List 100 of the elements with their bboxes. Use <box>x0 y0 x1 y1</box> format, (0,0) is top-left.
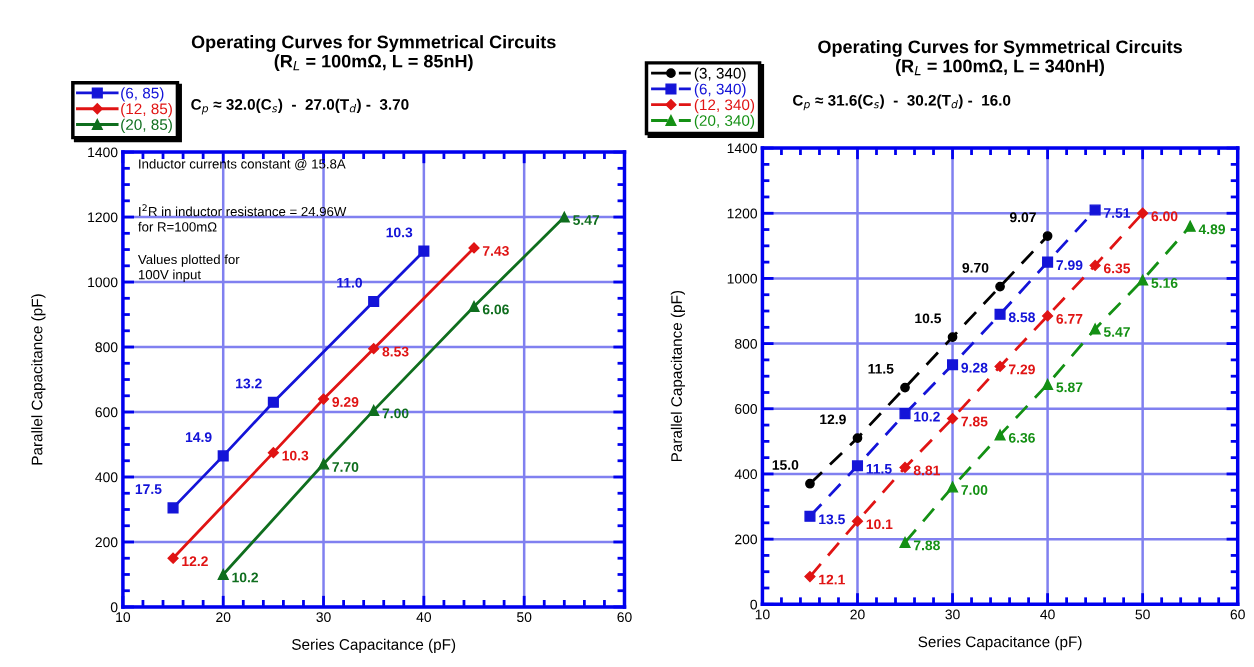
point <box>946 412 959 425</box>
chart-title: Operating Curves for Symmetrical Circuits <box>191 35 556 52</box>
point <box>1184 220 1196 232</box>
x-tick-label: 10 <box>755 609 770 620</box>
annotation: 12.9 <box>820 414 846 425</box>
point <box>1042 378 1054 390</box>
point <box>899 461 911 474</box>
point <box>946 359 959 371</box>
annotation: 11.0 <box>337 277 363 288</box>
y-tick-label: 1000 <box>88 277 118 288</box>
y-tick-label: 0 <box>110 602 118 613</box>
annotation: 7.00 <box>961 485 988 495</box>
y-axis-title: Parallel Capacitance (pF) <box>31 294 46 465</box>
x-tick-label: 60 <box>617 612 632 623</box>
annotation: 12.1 <box>819 574 845 585</box>
annotation: 14.9 <box>185 432 212 443</box>
point <box>468 300 480 312</box>
y-tick-label: 1000 <box>727 273 758 284</box>
point <box>558 211 570 223</box>
x-tick-label: 50 <box>1135 609 1150 620</box>
annotation: 7.43 <box>482 245 509 256</box>
y-tick-label: 400 <box>734 469 758 480</box>
point <box>1089 204 1101 216</box>
legend-label: (12, 340) <box>694 99 755 114</box>
y-tick-label: 800 <box>95 342 118 353</box>
x-tick-label: 20 <box>216 612 231 623</box>
annotation: 11.5 <box>868 364 894 374</box>
legend-label: (12, 85) <box>121 103 172 118</box>
point <box>217 568 229 581</box>
annotation: 7.00 <box>382 408 409 419</box>
y-tick-label: 200 <box>95 537 118 548</box>
annotation: 6.00 <box>1151 211 1178 222</box>
point <box>317 458 330 470</box>
chart-subtitle: (R$_{L}$ = 100mΩ, L = 85nH) <box>274 54 473 72</box>
point <box>368 295 380 308</box>
point <box>851 460 864 472</box>
point <box>852 433 863 443</box>
annotation: 17.5 <box>135 484 162 495</box>
annotation: 6.35 <box>1103 263 1131 274</box>
point <box>900 382 910 393</box>
annotation: 10.2 <box>914 411 940 422</box>
point <box>368 343 380 355</box>
annotation: 8.53 <box>382 346 409 357</box>
text: C$_{p}$ ≈ 31.6(C$_{s}$) - 30.2(T$_{d}$) - 16.0 <box>793 94 1011 111</box>
point <box>368 404 380 416</box>
annotation: 6.36 <box>1008 432 1035 443</box>
point <box>995 281 1005 292</box>
chart-subtitle: (R$_{L}$ = 100mΩ, L = 340nH) <box>895 59 1105 76</box>
annotation: 10.5 <box>915 313 942 324</box>
legend-label: (20, 85) <box>121 118 172 134</box>
annotation: 6.06 <box>482 304 509 315</box>
legend-label: (3, 340) <box>694 67 746 82</box>
annotation: 10.2 <box>232 572 259 583</box>
annotation: 4.89 <box>1198 224 1226 235</box>
point <box>1089 259 1101 271</box>
annotation: 7.99 <box>1056 260 1083 271</box>
x-tick-label: 60 <box>1230 609 1245 620</box>
point <box>1041 310 1054 322</box>
point <box>804 570 816 583</box>
point <box>994 360 1006 373</box>
legend-label: (6, 85) <box>121 87 164 102</box>
x-tick-label: 10 <box>116 612 131 623</box>
annotation: 15.0 <box>772 460 799 470</box>
point <box>1137 207 1149 219</box>
point <box>899 536 911 548</box>
annotation: 12.2 <box>182 556 208 566</box>
chart-title: Operating Curves for Symmetrical Circuits <box>818 39 1182 57</box>
point <box>805 478 815 489</box>
point <box>317 393 330 405</box>
point <box>217 450 229 462</box>
point <box>994 308 1006 320</box>
annotation: 8.81 <box>913 465 940 476</box>
annotation: 7.85 <box>961 416 988 427</box>
annotation: 7.29 <box>1009 364 1035 375</box>
point <box>1089 323 1101 335</box>
y-tick-label: 600 <box>735 404 758 414</box>
text: C$_{p}$ ≈ 32.0(C$_{s}$) - 27.0(T$_{d}$) - 3.70 <box>191 98 409 115</box>
y-tick-label: 1200 <box>727 208 758 219</box>
annotation: 10.1 <box>866 519 893 530</box>
annotation: 9.70 <box>962 262 989 273</box>
annotation: 13.5 <box>819 514 845 525</box>
legend-label: (6, 340) <box>694 83 746 98</box>
y-tick-label: 1400 <box>88 147 118 158</box>
annotation: 13.2 <box>236 378 262 389</box>
y-tick-label: 400 <box>95 472 118 483</box>
point <box>267 396 279 408</box>
x-tick-label: 30 <box>945 609 960 620</box>
annotation: Values plotted for 100V input <box>138 254 240 282</box>
annotation: 11.5 <box>866 464 892 474</box>
point <box>167 502 179 514</box>
annotation: 5.87 <box>1056 382 1083 393</box>
y-tick-label: 0 <box>750 599 758 610</box>
annotation: 8.58 <box>1008 312 1035 323</box>
point <box>167 552 179 564</box>
annotation: 9.29 <box>332 397 359 407</box>
x-tick-label: 50 <box>517 612 532 623</box>
y-axis-title: Parallel Capacitance (pF) <box>670 290 686 462</box>
annotation: I$^{2}$R in inductor resistance = 24.96W for R=100mΩ <box>138 204 347 232</box>
annotation: 7.70 <box>332 462 359 472</box>
y-tick-label: 1400 <box>727 143 758 154</box>
